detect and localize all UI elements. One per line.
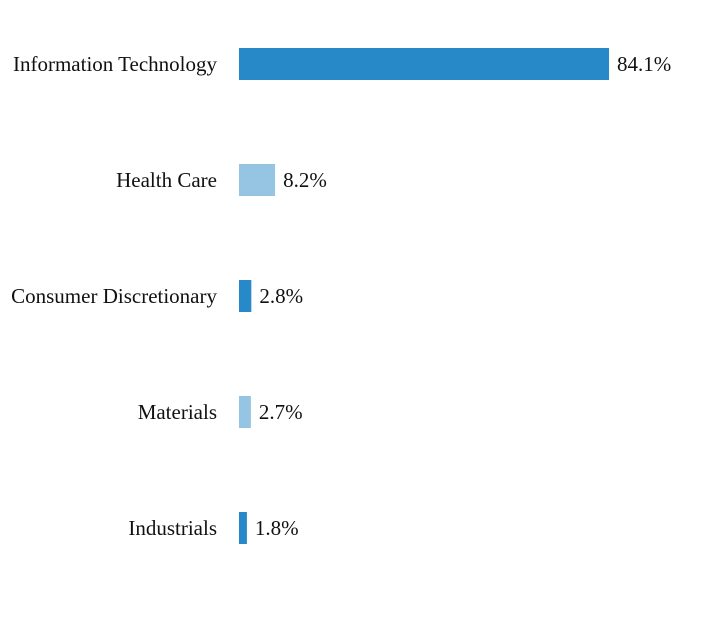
category-label-materials: Materials (138, 400, 217, 424)
category-label-health-care: Health Care (116, 168, 217, 192)
bar-consumer-discretionary (239, 280, 252, 312)
bar-materials (239, 396, 251, 428)
value-label-health-care: 8.2% (283, 168, 327, 192)
category-label-information-technology: Information Technology (13, 52, 218, 76)
category-label-consumer-discretionary: Consumer Discretionary (11, 284, 217, 308)
bar-information-technology (239, 48, 610, 80)
category-label-industrials: Industrials (128, 516, 217, 540)
bar-group (239, 48, 610, 544)
value-label-group: 84.1% 8.2% 2.8% 2.7% 1.8% (255, 52, 671, 540)
value-label-materials: 2.7% (259, 400, 303, 424)
bar-industrials (239, 512, 247, 544)
bar-health-care (239, 164, 276, 196)
category-label-group: Information Technology Health Care Consume… (11, 52, 217, 540)
value-label-industrials: 1.8% (255, 516, 299, 540)
value-label-consumer-discretionary: 2.8% (259, 284, 303, 308)
value-label-information-technology: 84.1% (617, 52, 671, 76)
